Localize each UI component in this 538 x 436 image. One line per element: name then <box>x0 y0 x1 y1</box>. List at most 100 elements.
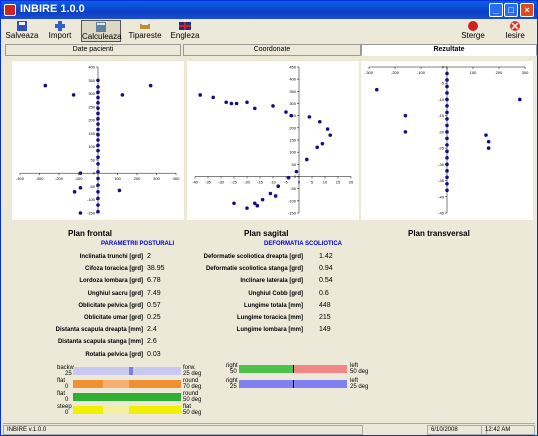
param-value: 7.49 <box>145 288 183 299</box>
data-point <box>318 119 322 124</box>
frontal-scatter-chart: -400 -300 -200 -100 0 100 200 300 400 400 350 300 25… <box>16 65 180 216</box>
data-point <box>294 169 299 174</box>
x-tick-label: 300 <box>153 176 160 181</box>
gauge-left-label: flat <box>57 378 66 384</box>
gauge-left-value: 0 <box>65 384 69 390</box>
x-tick-label: 20 <box>349 180 354 185</box>
gauge-left-label: backw. <box>57 365 76 371</box>
minimize-icon[interactable]: _ <box>489 3 503 17</box>
x-tick-label: 100 <box>470 70 477 75</box>
x-tick-label: 15 <box>336 180 341 185</box>
y-tick-label: 350 <box>289 89 296 94</box>
param-value: 0.6 <box>317 288 355 299</box>
gauge-segment <box>133 380 181 388</box>
data-point <box>271 104 275 108</box>
english-button[interactable]: Engleza <box>167 20 203 42</box>
save-button[interactable]: Salveaza <box>5 20 39 42</box>
data-point <box>445 91 449 95</box>
data-point <box>96 138 100 142</box>
data-point <box>445 188 449 193</box>
param-label: Oblicitate pelvica [grd] <box>78 302 143 309</box>
data-point <box>96 90 100 95</box>
gauge-left-label: right <box>226 363 238 369</box>
param-label: Deformatie scoliotica dreapta [grd] <box>203 254 303 260</box>
data-point <box>486 146 491 150</box>
data-point <box>445 97 449 102</box>
toolbar: Salveaza Import Calculeaza Tipareste Eng… <box>3 20 535 42</box>
param-value: 2 <box>145 252 183 262</box>
x-tick-label: 5 <box>311 180 314 185</box>
y-tick-label: -30 <box>438 162 445 167</box>
exit-button[interactable]: Iesire <box>499 20 531 42</box>
data-point <box>96 143 100 148</box>
data-point <box>96 176 100 181</box>
data-point <box>96 132 100 137</box>
y-tick-label: -100 <box>87 197 96 202</box>
window-title: INBIRE 1.0.0 <box>20 3 85 15</box>
data-point <box>229 101 234 106</box>
gauge-left-label: flat <box>57 391 66 397</box>
gauge-segment <box>73 380 103 388</box>
gauge-left-value: 50 <box>230 369 237 375</box>
param-value: 448 <box>317 300 355 311</box>
data-point <box>43 83 48 88</box>
y-tick-label: 300 <box>88 91 95 96</box>
delete-button[interactable]: Sterge <box>457 20 489 42</box>
gauge-right-value: 50 deg <box>350 369 369 375</box>
y-tick-label: 400 <box>289 77 296 82</box>
data-point <box>78 211 83 215</box>
status-version: INBIRE v.1.0.0 <box>3 425 363 435</box>
title-bar: INBIRE 1.0.0 _ □ × <box>1 1 537 19</box>
data-point <box>96 162 100 166</box>
y-tick-label: 350 <box>88 78 95 83</box>
data-point <box>445 110 449 115</box>
gauge-right-label: forw. <box>183 365 196 371</box>
param-label: Distanta scapula stanga [mm] <box>57 339 143 346</box>
import-button[interactable]: Import <box>43 20 77 42</box>
param-label: Lungime totala [mm] <box>243 302 303 309</box>
y-tick-label: -5 <box>440 81 444 86</box>
data-point <box>445 136 449 141</box>
status-bar: INBIRE v.1.0.0 6/10/2008 12:42 AM <box>3 423 535 435</box>
gauge-segment <box>129 367 133 375</box>
gauge-segment <box>293 380 347 388</box>
param-label: Deformatie scoliotica stanga [grd] <box>205 266 303 273</box>
data-point <box>276 184 280 189</box>
y-tick-label: 250 <box>289 113 296 118</box>
gauge-right-value: 50 deg <box>183 410 202 416</box>
plot-transversal: -300-200-10001002003000-5-10-15-20-25-30… <box>361 61 533 220</box>
tab-rezultate[interactable]: Rezultate <box>361 44 537 56</box>
data-point <box>96 209 100 214</box>
x-tick-label: 10 <box>323 180 328 185</box>
data-point <box>445 71 449 76</box>
x-tick-label: -300 <box>35 176 44 181</box>
tab-bar: Date pacienti Coordonate Rezultate <box>3 44 537 56</box>
data-point <box>96 116 100 121</box>
param-value: 1.42 <box>317 252 355 262</box>
data-point <box>245 100 249 105</box>
calculate-button[interactable]: Calculeaza <box>81 20 122 42</box>
data-point <box>72 189 77 194</box>
close-icon[interactable]: × <box>520 3 534 17</box>
y-tick-label: -25 <box>438 146 445 151</box>
gauge-segment <box>239 380 293 388</box>
param-label: Distanta scapula dreapta [mm] <box>55 327 143 334</box>
y-tick-label: 250 <box>88 104 95 109</box>
print-button[interactable]: Tipareste <box>125 20 165 42</box>
tab-coordonate[interactable]: Coordonate <box>183 44 361 56</box>
data-point <box>315 145 319 150</box>
tab-date-pacienti[interactable]: Date pacienti <box>5 44 181 56</box>
app-icon <box>4 4 16 16</box>
y-tick-label: 200 <box>289 125 296 130</box>
gauge-right-value: 25 deg <box>350 384 369 390</box>
param-value: 0.03 <box>145 349 183 360</box>
gauge-segment <box>129 393 133 401</box>
gauge-segment <box>73 393 103 401</box>
y-tick-label: 200 <box>88 118 95 123</box>
gauge-right-label: left <box>350 378 359 384</box>
scolio-title: DEFORMATIA SCOLIOTICA <box>264 241 342 247</box>
x-tick-label: -40 <box>192 180 199 185</box>
maximize-icon[interactable]: □ <box>504 3 518 17</box>
caption-sagital: Plan sagital <box>244 229 289 238</box>
x-tick-label: 400 <box>173 176 180 181</box>
